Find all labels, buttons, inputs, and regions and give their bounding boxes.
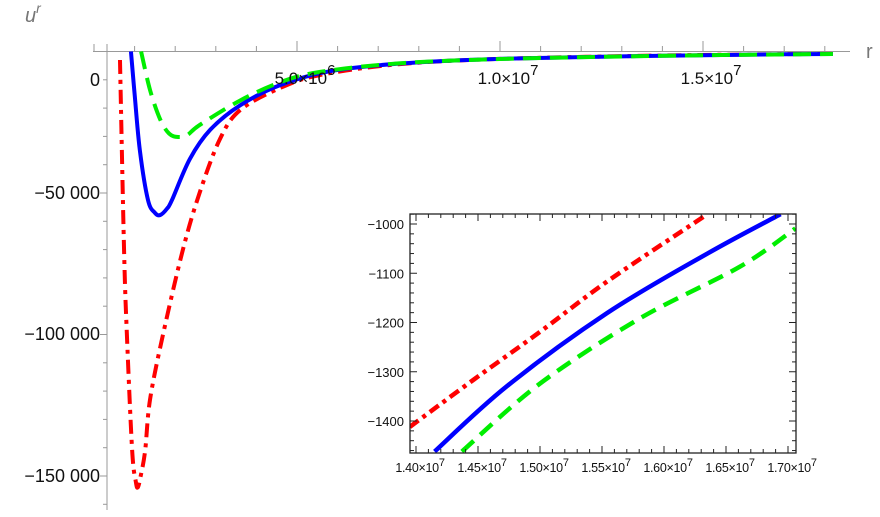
- inset-x-tick-times: ×10: [419, 461, 440, 475]
- inset-x-tick-exponent: 7: [687, 457, 693, 469]
- inset-x-tick-exponent: 7: [625, 457, 631, 469]
- x-tick-times: ×10: [704, 69, 733, 88]
- y-tick-label: 0: [90, 70, 100, 90]
- inset-x-tick-exponent: 7: [439, 457, 445, 469]
- inset-series-line-0: [410, 214, 709, 429]
- inset-y-tick-label: −1400: [367, 414, 404, 429]
- inset-x-tick-mantissa: 1.70: [767, 461, 790, 475]
- x-tick-times: ×10: [298, 69, 327, 88]
- x-tick-label: 1.0×107: [478, 62, 539, 88]
- inset-x-tick-label: 1.45×107: [457, 457, 506, 475]
- inset-y-tick-label: −1200: [367, 316, 404, 331]
- inset-x-tick-mantissa: 1.55: [581, 461, 604, 475]
- inset-frame: [409, 213, 797, 454]
- inset-series-line-2: [460, 226, 796, 453]
- x-tick-exponent: 7: [733, 62, 741, 79]
- inset-x-tick-exponent: 7: [749, 457, 755, 469]
- x-tick-exponent: 6: [327, 62, 335, 79]
- y-tick-label: −150 000: [24, 466, 100, 486]
- inset-x-tick-mantissa: 1.65: [705, 461, 728, 475]
- inset-x-tick-times: ×10: [729, 461, 750, 475]
- x-tick-mantissa: 1.0: [478, 69, 502, 88]
- series-line-0: [117, 51, 833, 490]
- x-tick-mantissa: 5.0: [275, 69, 299, 88]
- inset-x-tick-mantissa: 1.45: [457, 461, 480, 475]
- inset-x-tick-times: ×10: [605, 461, 626, 475]
- y-axis-label-base: u: [25, 5, 36, 27]
- inset-x-tick-exponent: 7: [563, 457, 569, 469]
- inset-x-tick-times: ×10: [481, 461, 502, 475]
- inset-x-tick-mantissa: 1.50: [519, 461, 542, 475]
- y-axis-label: ur: [25, 0, 42, 27]
- y-tick-label: −50 000: [34, 183, 100, 203]
- x-tick-label: 1.5×107: [681, 62, 742, 88]
- inset-x-tick-label: 1.55×107: [581, 457, 630, 475]
- x-tick-exponent: 7: [530, 62, 538, 79]
- inset-x-tick-label: 1.60×107: [643, 457, 692, 475]
- inset-x-tick-mantissa: 1.60: [643, 461, 666, 475]
- y-axis-label-sup: r: [36, 0, 42, 16]
- inset-y-tick-label: −1000: [367, 217, 404, 232]
- inset-x-tick-label: 1.70×107: [767, 457, 816, 475]
- x-tick-mantissa: 1.5: [681, 69, 705, 88]
- inset-series-line-1: [433, 214, 782, 453]
- x-tick-times: ×10: [501, 69, 530, 88]
- inset-y-tick-label: −1300: [367, 365, 404, 380]
- y-tick-label: −100 000: [24, 324, 100, 344]
- x-tick-label: 5.0×106: [275, 62, 336, 88]
- inset-x-tick-label: 1.65×107: [705, 457, 754, 475]
- inset-x-tick-label: 1.40×107: [395, 457, 444, 475]
- inset-x-tick-exponent: 7: [811, 457, 817, 469]
- inset-x-tick-times: ×10: [543, 461, 564, 475]
- inset-y-tick-label: −1100: [368, 266, 404, 281]
- x-axis-label: r: [866, 41, 873, 63]
- inset-background: [410, 214, 796, 453]
- inset-x-tick-times: ×10: [791, 461, 812, 475]
- inset-x-tick-exponent: 7: [501, 457, 507, 469]
- inset-x-tick-times: ×10: [667, 461, 688, 475]
- inset-x-tick-label: 1.50×107: [519, 457, 568, 475]
- series-line-2: [139, 51, 833, 140]
- inset-x-tick-mantissa: 1.40: [395, 461, 418, 475]
